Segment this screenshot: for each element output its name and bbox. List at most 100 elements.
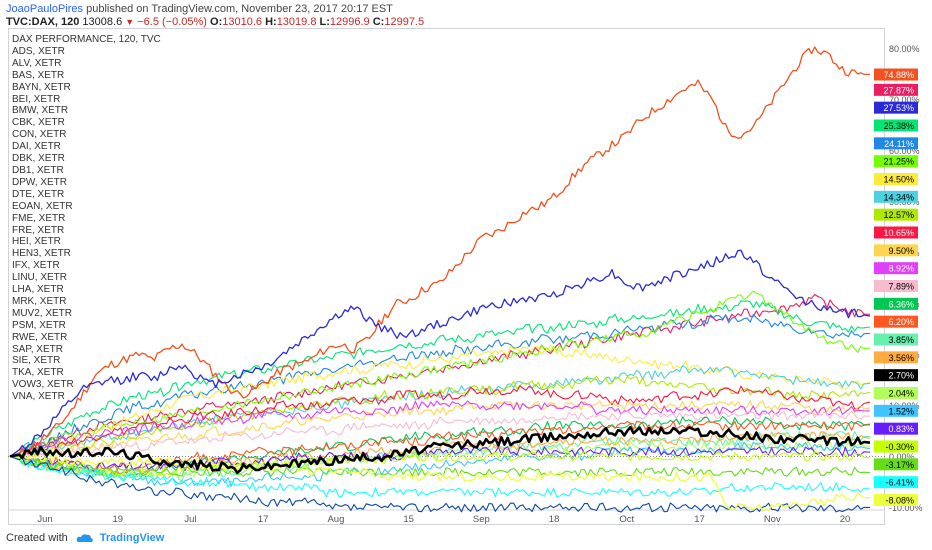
- value-badge-label: 14.50%: [883, 175, 914, 185]
- value-badge: 10.65%: [874, 226, 918, 239]
- published-text: published on TradingView.com, November 2…: [86, 3, 393, 15]
- tradingview-cloud-icon: [76, 534, 93, 542]
- author-link[interactable]: JoaoPauloPires: [6, 3, 84, 15]
- value-badge-bg: [874, 262, 918, 275]
- legend-item: BAYN, XETR: [12, 81, 71, 93]
- series-line: [9, 441, 871, 488]
- value-badge-label: 0.83%: [888, 424, 914, 434]
- series-line: [9, 249, 871, 457]
- value-badge-label: 6.36%: [888, 299, 914, 309]
- value-badge-label: -6.41%: [885, 478, 914, 488]
- x-tick-label: Jul: [184, 514, 196, 525]
- value-badge-bg: [874, 387, 918, 399]
- value-badge-bg: [874, 280, 918, 292]
- series-line: [9, 46, 871, 458]
- legend-item: IFX, XETR: [12, 260, 60, 272]
- x-tick-label: 17: [258, 514, 269, 525]
- publication-header: JoaoPauloPires published on TradingView.…: [6, 2, 393, 16]
- legend-title: DAX PERFORMANCE, 120, TVC: [12, 34, 161, 45]
- legend-item: CBK, XETR: [12, 117, 65, 129]
- open-value: 13010.6: [222, 16, 263, 28]
- x-tick-label: 18: [549, 514, 560, 525]
- value-badge-bg: [874, 440, 918, 453]
- value-badge-bg: [874, 315, 918, 328]
- series-line: [9, 400, 870, 457]
- series-line: [9, 451, 871, 477]
- legend-item: ALV, XETR: [12, 57, 62, 69]
- last-price: 13008.6: [82, 16, 123, 28]
- value-badge-label: 9.50%: [888, 246, 914, 256]
- legend-item: PSM, XETR: [12, 319, 66, 331]
- value-badge-label: 3.85%: [888, 335, 914, 345]
- value-badge: 6.20%: [874, 315, 918, 328]
- series-line: [9, 455, 871, 498]
- value-badge-label: -3.17%: [885, 460, 914, 470]
- legend-item: BAS, XETR: [12, 69, 65, 81]
- legend-item: ADS, XETR: [12, 45, 65, 57]
- series-line: [9, 441, 871, 477]
- close-label: C:: [372, 16, 385, 28]
- chart-frame[interactable]: [8, 28, 885, 525]
- legend-list: ADS, XETR ALV, XETR BAS, XETR BAYN, XETR BEI…: [12, 46, 161, 403]
- value-badge-label: 10.65%: [883, 228, 914, 238]
- tradingview-brand[interactable]: TradingView: [99, 532, 165, 544]
- series-line: [10, 446, 871, 472]
- created-with-text: Created with: [6, 532, 68, 544]
- value-badge-bg: [874, 404, 918, 417]
- value-badge-label: 2.04%: [888, 389, 914, 399]
- series-line: [9, 314, 871, 457]
- value-badge-bg: [874, 68, 918, 81]
- legend-item: VOW3, XETR: [12, 379, 74, 391]
- value-badge: 74.88%: [874, 68, 918, 81]
- value-badge-bg: [874, 226, 918, 239]
- value-badge-label: -8.08%: [885, 496, 914, 506]
- value-badge-bg: [874, 190, 918, 203]
- legend-item: MRK, XETR: [12, 295, 67, 307]
- value-badge-label: 14.34%: [883, 192, 914, 202]
- legend-item: TKA, XETR: [12, 367, 64, 379]
- symbol-label: TVC:DAX, 120: [6, 16, 80, 28]
- value-badge: 9.50%: [874, 244, 918, 257]
- y-tick-label: 70.00%: [889, 95, 920, 105]
- value-badge-label: 7.89%: [888, 282, 914, 292]
- x-tick-label: Aug: [327, 514, 344, 525]
- low-label: L:: [319, 16, 330, 28]
- quote-line: TVC:DAX, 120 13008.6 ▼ −6.5 (−0.05%) O:1…: [6, 15, 424, 29]
- y-tick-label: 80.00%: [889, 44, 920, 54]
- value-badge-label: 3.56%: [888, 353, 914, 363]
- legend-item: BMW, XETR: [12, 105, 69, 117]
- legend-item: LINU, XETR: [12, 272, 68, 284]
- legend-item: DBK, XETR: [12, 153, 65, 165]
- value-badge: 24.11%: [874, 137, 918, 150]
- value-badge: 14.50%: [874, 173, 918, 185]
- series-line: [9, 431, 871, 477]
- value-badge-bg: [874, 208, 918, 221]
- value-badge: 21.25%: [874, 155, 918, 168]
- series-line: [10, 375, 871, 457]
- value-badge-bg: [874, 119, 918, 132]
- value-badge: 3.85%: [874, 333, 918, 346]
- value-badge: 25.38%: [874, 119, 918, 132]
- value-badge: -6.41%: [874, 476, 918, 489]
- legend-item: FRE, XETR: [12, 224, 65, 236]
- x-tick-label: Sep: [473, 514, 490, 525]
- legend-item: LHA, XETR: [12, 284, 64, 296]
- value-badge: 27.87%: [874, 83, 918, 96]
- legend-item: SIE, XETR: [12, 355, 61, 367]
- legend-item: DB1, XETR: [12, 164, 64, 176]
- value-badge: 8.92%: [874, 262, 918, 275]
- value-badge: 6.36%: [874, 297, 918, 310]
- legend-item: CON, XETR: [12, 129, 67, 141]
- series-line: [9, 300, 871, 457]
- series-line: [10, 410, 871, 458]
- x-tick-label: 19: [112, 514, 123, 525]
- value-badge-bg: [874, 476, 918, 489]
- value-badge: 7.89%: [874, 280, 918, 292]
- x-tick-label: Oct: [619, 514, 634, 525]
- x-tick-label: Nov: [764, 514, 781, 525]
- value-badge: 1.52%: [874, 404, 918, 417]
- close-value: 12997.5: [384, 16, 425, 28]
- value-badge-label: 8.92%: [888, 264, 914, 274]
- value-badge-bg: [874, 155, 918, 168]
